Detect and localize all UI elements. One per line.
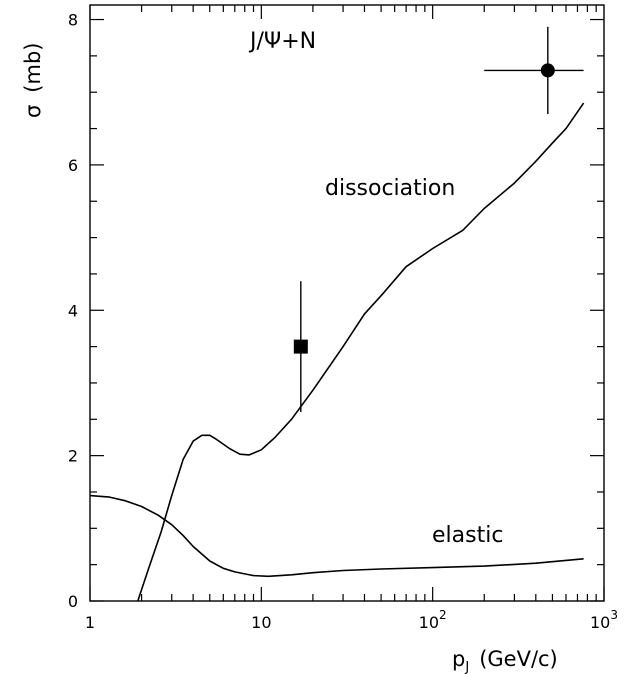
y-axis-title: σ (mb) [21,43,45,119]
dissociation-curve [137,102,585,602]
experimental-points [293,26,584,413]
x-tick-label: 1 [85,613,95,632]
svg-text:σ(mb): σ (mb) [21,43,45,119]
x-tick-label: 102 [419,608,447,632]
x-tick-label: 103 [590,608,618,632]
x-axis-title-sub: J [464,660,469,674]
dissociation-label: dissociation [325,176,455,201]
elastic-label: elastic [432,523,503,548]
y-tick-label: 6 [68,156,78,175]
x-axis-title-main: p [452,647,465,671]
x-tick-label: 10 [251,613,271,632]
x-axis-title-units: (GeV/c) [479,647,558,671]
data-point-circle [540,63,555,78]
plot-frame [89,4,605,602]
curves [89,102,585,602]
reaction-annotation: J/Ψ+N [248,29,316,54]
y-axis-title-units: (mb) [21,43,45,93]
elastic-curve [89,494,584,578]
tick-labels: 0 2 4 6 8 1 10 102 103 [68,11,618,632]
y-tick-label: 2 [68,447,78,466]
axes-frame [89,4,605,602]
y-tick-label: 0 [68,592,78,611]
svg-text:pJ(GeV/c): pJ (GeV/c) [452,647,558,674]
y-axis-title-symbol: σ [21,105,45,118]
y-tick-label: 8 [68,11,78,30]
y-tick-label: 4 [68,301,78,320]
axis-ticks [89,5,605,602]
x-axis-title: pJ (GeV/c) [452,647,558,674]
data-point-square [293,339,308,354]
